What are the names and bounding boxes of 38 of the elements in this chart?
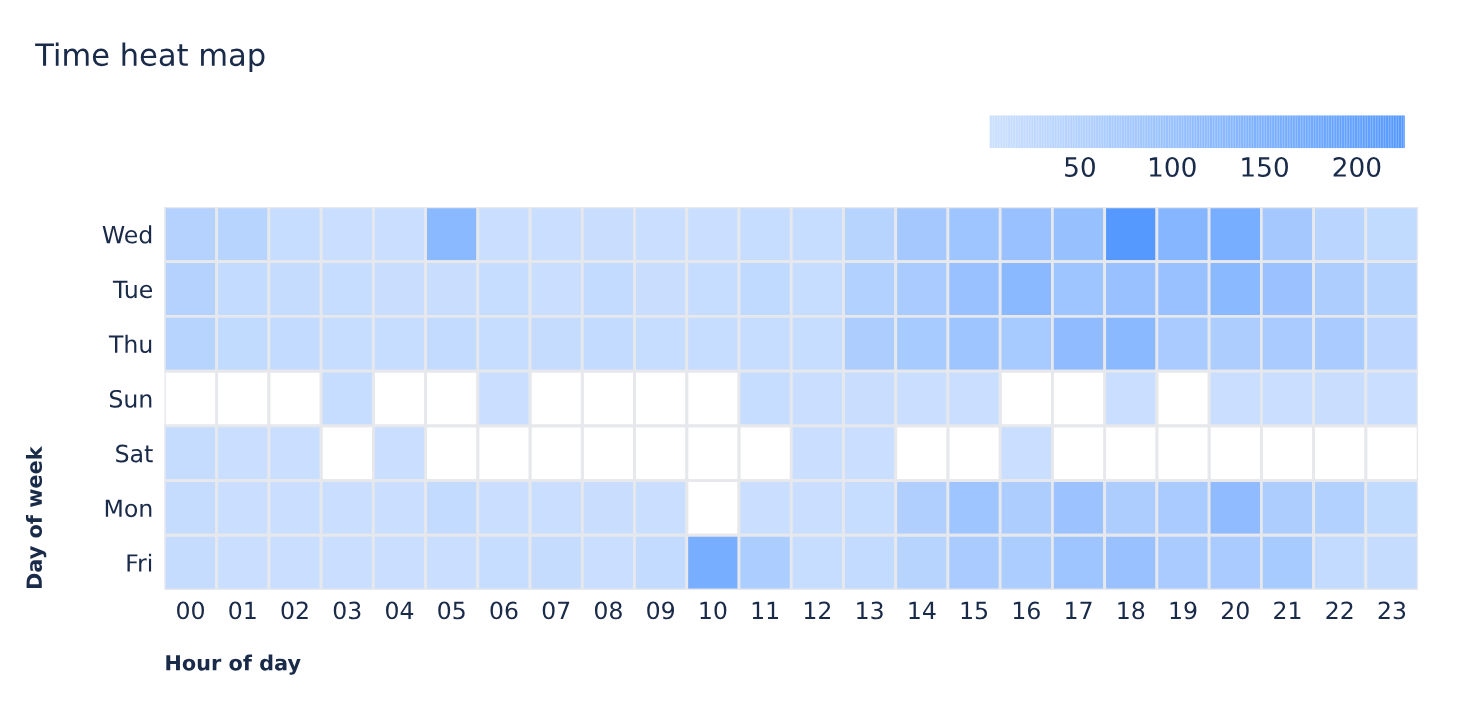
x-tick-label: 05 [438,601,465,620]
x-tick-label: 18 [1118,601,1145,620]
color-bar-label: 100 [1149,157,1196,177]
x-tick-label: 19 [1170,601,1197,620]
x-tick-label: 06 [490,601,518,620]
chart-title: Time heat map [35,42,265,73]
y-tick-label: Sat [116,444,153,463]
x-axis-title: Hour of day [166,654,301,675]
x-tick-label: 04 [386,601,414,620]
y-tick-label: Wed [102,225,152,244]
y-tick-label: Thu [108,334,152,354]
y-tick-label: Mon [105,499,152,518]
y-tick-label: Fri [127,553,152,572]
y-tick-label: Tue [112,280,153,299]
color-bar-label: 150 [1242,157,1288,177]
x-tick-label: 13 [857,601,883,620]
x-tick-label: 09 [647,601,675,620]
x-tick-label: 22 [1326,601,1353,620]
x-tick-label: 12 [804,601,831,620]
y-tick-label: Sun [109,389,152,408]
x-tick-label: 01 [229,601,256,620]
x-tick-label: 21 [1274,601,1301,620]
y-axis-title: Day of week [25,446,47,589]
x-tick-label: 17 [1066,601,1092,620]
color-bar-label: 200 [1333,157,1381,177]
x-tick-label: 10 [700,601,727,620]
x-tick-label: 20 [1221,601,1249,620]
x-tick-label: 15 [961,601,988,620]
x-tick-label: 07 [542,601,570,620]
x-tick-label: 03 [333,601,361,620]
x-tick-label: 14 [909,601,936,620]
x-tick-label: 08 [594,601,622,620]
x-tick-label: 11 [752,601,778,620]
x-tick-label: 00 [177,601,204,620]
x-tick-label: 23 [1378,601,1406,620]
x-tick-label: 02 [281,601,308,620]
x-tick-label: 16 [1013,601,1040,620]
color-bar-label: 50 [1065,157,1095,177]
